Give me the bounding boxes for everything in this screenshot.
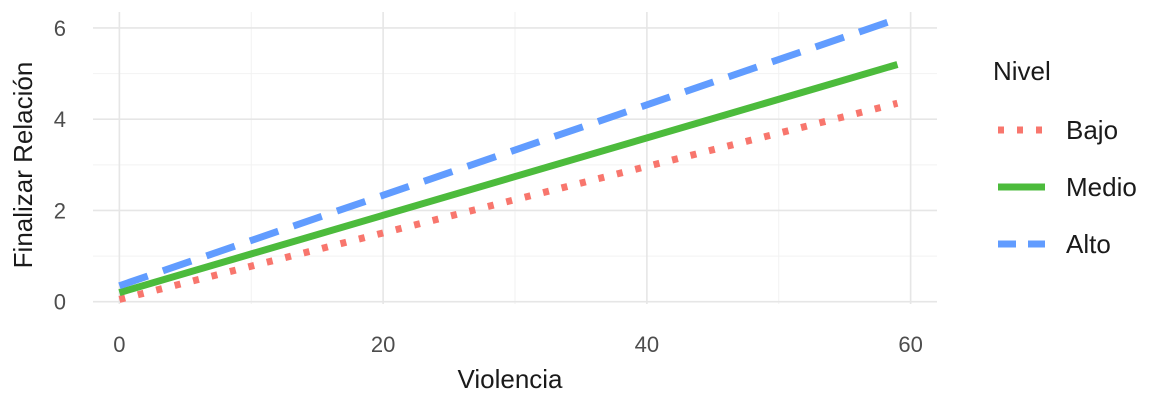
y-tick-label: 2: [54, 198, 66, 223]
y-axis-title: Finalizar Relación: [8, 62, 38, 269]
y-tick-label: 0: [54, 290, 66, 315]
x-tick-label: 40: [635, 332, 659, 357]
grid: [93, 12, 937, 304]
y-tick-label: 6: [54, 16, 66, 41]
series-line-bajo: [118, 99, 899, 303]
legend-item-medio: Medio: [998, 172, 1137, 202]
legend-item-bajo: Bajo: [998, 115, 1118, 145]
x-tick-label: 20: [371, 332, 395, 357]
legend-label-medio: Medio: [1066, 172, 1137, 202]
y-tick-label: 4: [54, 107, 66, 132]
legend-label-bajo: Bajo: [1066, 115, 1118, 145]
series-line-medio: [118, 61, 899, 296]
tick-labels: 0 20 40 60 0 2 4 6: [54, 16, 923, 357]
legend-title: Nivel: [993, 56, 1051, 86]
x-tick-label: 60: [898, 332, 922, 357]
x-tick-label: 0: [113, 332, 125, 357]
legend-item-alto: Alto: [998, 229, 1111, 259]
legend: Nivel Bajo Medio Alto: [993, 56, 1137, 259]
x-axis-title: Violencia: [457, 364, 563, 394]
legend-label-alto: Alto: [1066, 229, 1111, 259]
series-line-alto: [118, 15, 899, 290]
series-lines: [118, 15, 899, 303]
